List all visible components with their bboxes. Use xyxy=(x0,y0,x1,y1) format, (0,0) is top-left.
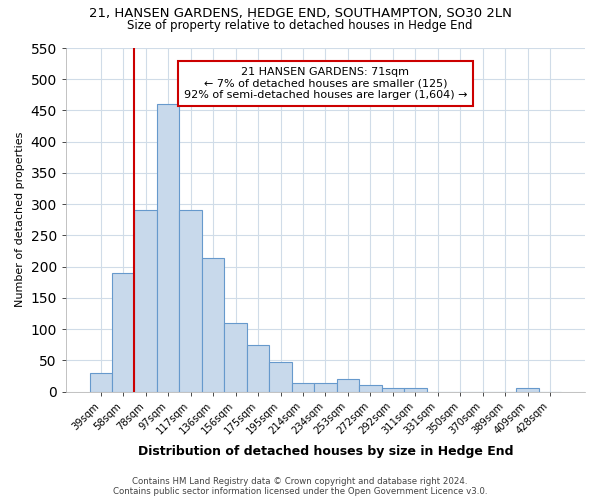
Bar xyxy=(157,104,179,392)
Bar xyxy=(134,210,157,392)
Bar xyxy=(112,273,134,392)
Text: 21, HANSEN GARDENS, HEDGE END, SOUTHAMPTON, SO30 2LN: 21, HANSEN GARDENS, HEDGE END, SOUTHAMPT… xyxy=(89,8,511,20)
Text: Size of property relative to detached houses in Hedge End: Size of property relative to detached ho… xyxy=(127,18,473,32)
X-axis label: Distribution of detached houses by size in Hedge End: Distribution of detached houses by size … xyxy=(138,444,513,458)
Text: 21 HANSEN GARDENS: 71sqm
← 7% of detached houses are smaller (125)
92% of semi-d: 21 HANSEN GARDENS: 71sqm ← 7% of detache… xyxy=(184,67,467,100)
Bar xyxy=(179,210,202,392)
Bar xyxy=(517,388,539,392)
Bar xyxy=(224,323,247,392)
Bar xyxy=(292,384,314,392)
Bar xyxy=(269,362,292,392)
Bar xyxy=(337,379,359,392)
Y-axis label: Number of detached properties: Number of detached properties xyxy=(15,132,25,308)
Bar xyxy=(247,344,269,392)
Bar xyxy=(89,373,112,392)
Bar xyxy=(382,388,404,392)
Text: Contains HM Land Registry data © Crown copyright and database right 2024.
Contai: Contains HM Land Registry data © Crown c… xyxy=(113,476,487,496)
Bar xyxy=(202,258,224,392)
Bar xyxy=(359,386,382,392)
Bar xyxy=(314,384,337,392)
Bar xyxy=(404,388,427,392)
